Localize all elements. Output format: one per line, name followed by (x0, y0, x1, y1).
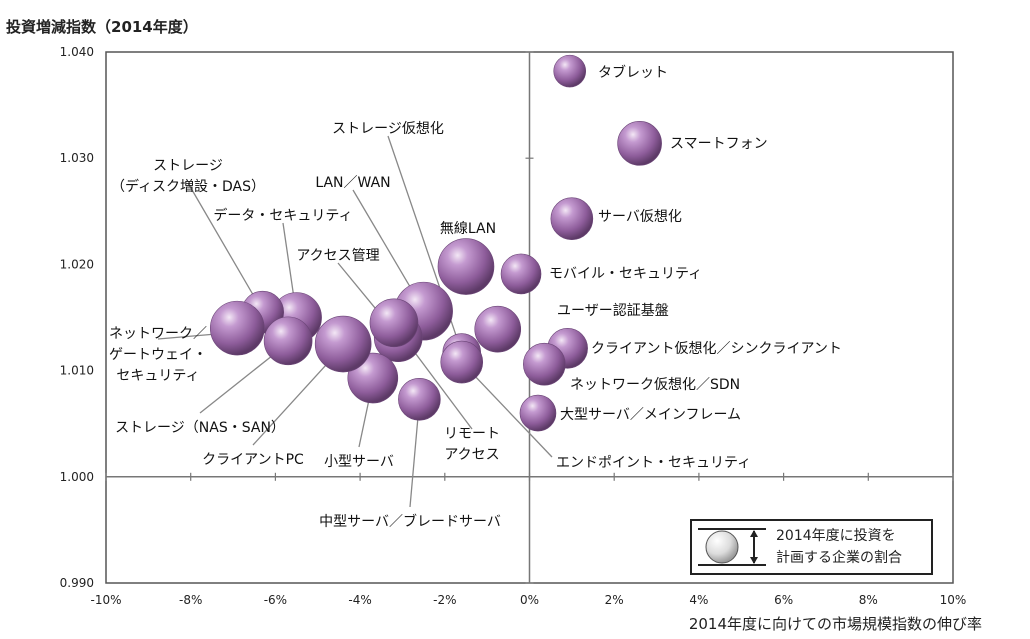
y-tick-label: 1.040 (60, 45, 94, 59)
bubble-point (398, 377, 441, 421)
x-tick-label: -10% (90, 593, 121, 607)
leader-line (409, 413, 419, 508)
leader-line (352, 189, 415, 294)
bubble-label: ストレージ（NAS・SAN） (115, 420, 285, 436)
bubble-label: ゲートウェイ・ (109, 347, 207, 363)
leader-line (199, 352, 277, 414)
bubble-label: ネットワーク仮想化／SDN (570, 377, 740, 393)
bubble-point (263, 316, 313, 366)
y-tick-label: 0.990 (60, 576, 94, 590)
bubble-point (500, 253, 542, 295)
bubble-label: 大型サーバ／メインフレーム (560, 407, 741, 423)
y-tick-label: 1.030 (60, 151, 94, 165)
x-tick-label: -6% (264, 593, 287, 607)
bubble-label: ストレージ仮想化 (332, 121, 444, 137)
bubble-point (474, 305, 522, 353)
x-tick-label: -4% (348, 593, 371, 607)
y-tick-label: 1.000 (60, 470, 94, 484)
bubble-label: データ・セキュリティ (213, 207, 352, 224)
leader-line (471, 372, 553, 458)
bubble-point (440, 340, 484, 384)
y-axis-title: 投資増減指数（2014年度） (6, 18, 198, 36)
bubble-label: 中型サーバ／ブレードサーバ (319, 513, 501, 530)
y-tick-label: 1.010 (60, 364, 94, 378)
bubble-label: スマートフォン (670, 136, 768, 152)
bubble-point (617, 121, 662, 166)
bubble-point (553, 54, 587, 88)
bubble-label: タブレット (598, 64, 668, 81)
leader-line (282, 222, 295, 301)
bubble-label: ネットワーク／ (109, 326, 207, 342)
bubble-point (209, 300, 265, 356)
bubble-label: セキュリティ (116, 368, 199, 384)
leader-line (187, 182, 257, 300)
bubble-label: クライアントPC (202, 452, 304, 468)
x-tick-label: 0% (520, 593, 539, 607)
x-tick-label: 4% (689, 593, 708, 607)
bubble-label: アクセス管理 (296, 248, 379, 264)
bubble-point (314, 315, 372, 373)
y-tick-label: 1.020 (60, 257, 94, 271)
bubble-point (519, 394, 557, 432)
x-tick-label: 6% (774, 593, 793, 607)
bubble-point (369, 298, 419, 348)
bubble-label: クライアント仮想化／シンクライアント (591, 341, 842, 357)
x-tick-label: -8% (179, 593, 202, 607)
x-axis-title: 2014年度に向けての市場規模指数の伸び率 (688, 615, 982, 633)
bubble-label: LAN／WAN (315, 175, 390, 191)
leader-line (252, 359, 332, 446)
bubble-label: 小型サーバ (324, 454, 394, 470)
x-tick-label: 2% (605, 593, 624, 607)
bubble-label: （ディスク増設・DAS） (111, 178, 265, 195)
legend-line-2: 計画する企業の割合 (776, 550, 902, 566)
size-legend: 2014年度に投資を 計画する企業の割合 (690, 519, 933, 575)
x-tick-label: -2% (433, 593, 456, 607)
bubble-label: リモート (444, 426, 500, 442)
bubble-point (550, 197, 594, 241)
bubble-label: ストレージ (153, 158, 223, 174)
bubble-label: ユーザー認証基盤 (557, 302, 669, 319)
bubble-label: エンドポイント・セキュリティ (556, 455, 751, 471)
x-tick-label: 8% (859, 593, 878, 607)
bubble-label: サーバ仮想化 (598, 209, 682, 225)
leader-line (358, 395, 371, 448)
bubble-label: 無線LAN (440, 221, 496, 237)
leader-line (157, 333, 220, 340)
legend-line-1: 2014年度に投資を (776, 528, 896, 544)
bubble-point (437, 238, 495, 295)
x-tick-label: 10% (940, 593, 967, 607)
bubble-point (523, 342, 566, 386)
legend-bubble-icon (698, 528, 766, 566)
bubble-label: モバイル・セキュリティ (549, 266, 702, 282)
bubble-label: アクセス (444, 447, 499, 463)
